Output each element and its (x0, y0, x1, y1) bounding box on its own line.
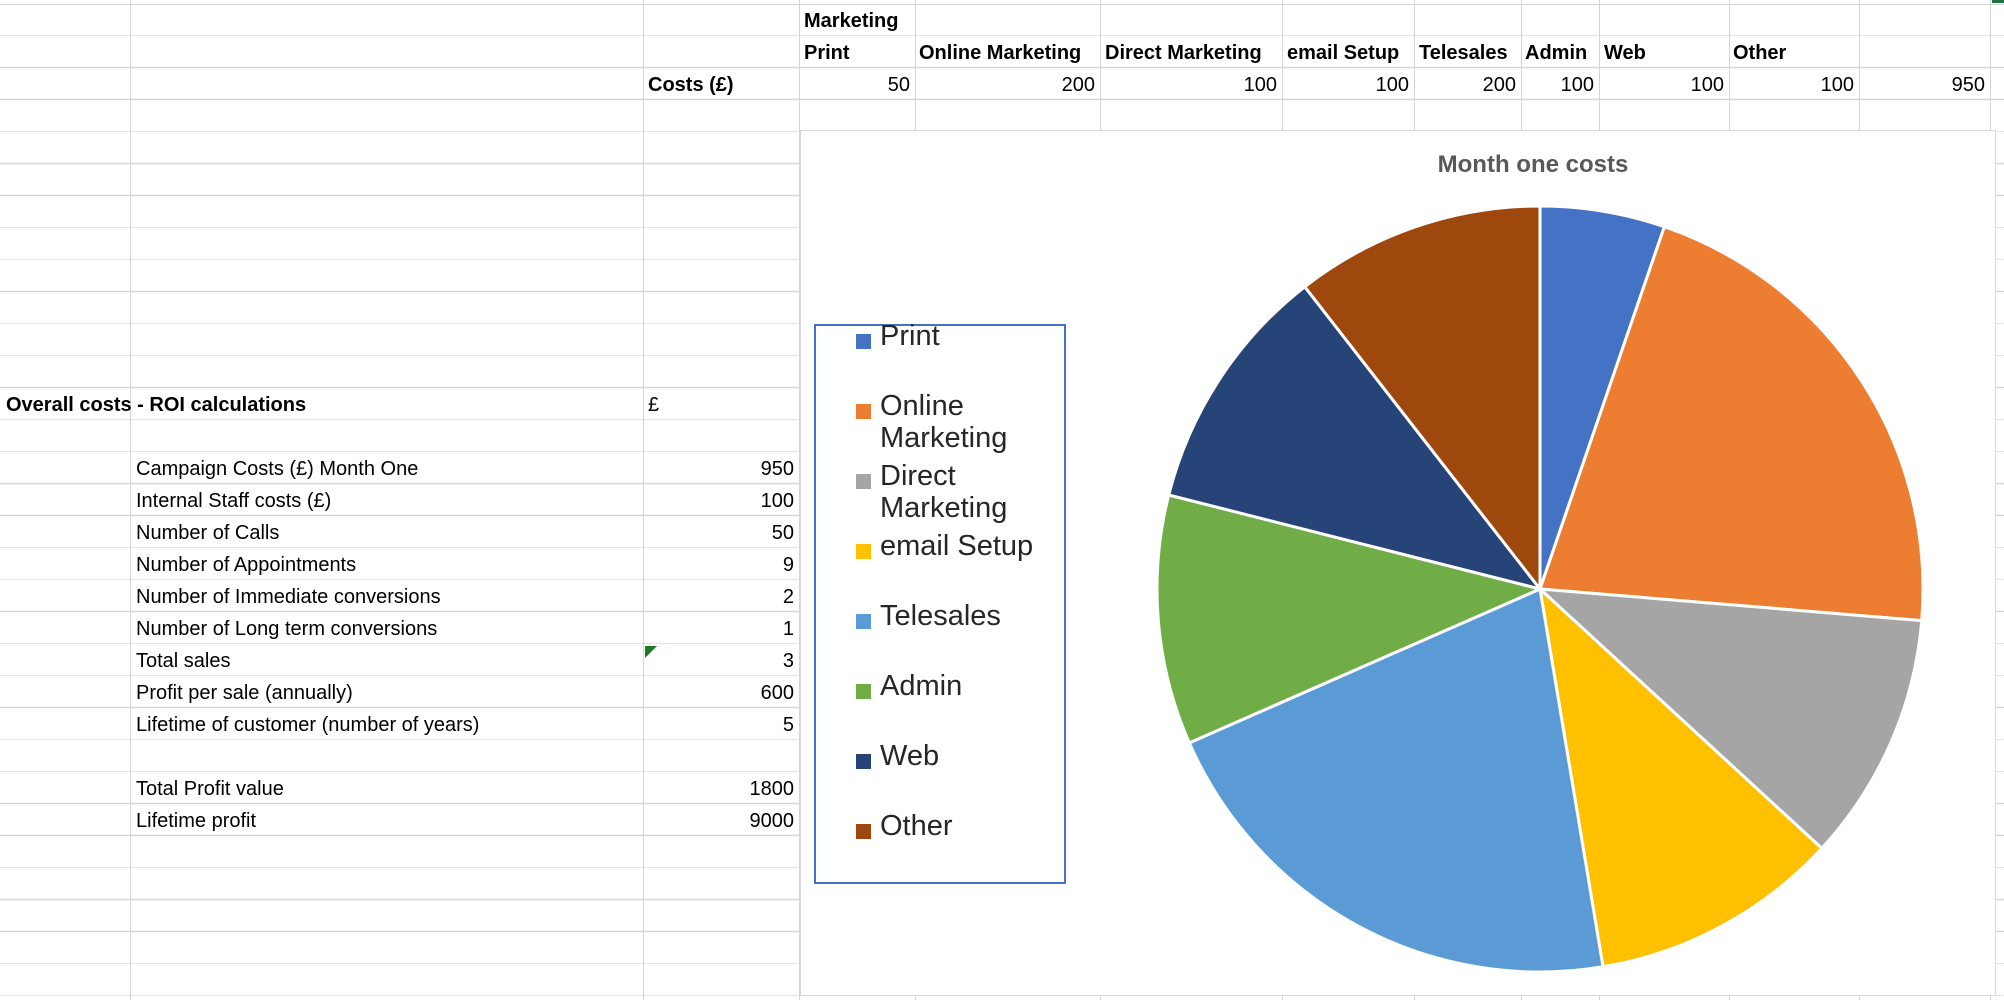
roi-value[interactable]: 2 (782, 586, 794, 608)
pie-slice-online-marketing[interactable] (1537, 224, 1925, 623)
cost-admin[interactable]: 100 (1560, 74, 1594, 96)
comment-indicator-icon (645, 646, 657, 658)
cost-direct-marketing[interactable]: 100 (1243, 74, 1277, 96)
marketing-header[interactable]: Marketing (804, 10, 899, 32)
pie-chart[interactable] (1150, 200, 1930, 980)
cost-telesales[interactable]: 200 (1482, 74, 1516, 96)
legend-label-print: Print (880, 320, 940, 352)
legend-label-online-marketing: Online Marketing (880, 390, 1008, 454)
roi-label[interactable]: Campaign Costs (£) Month One (136, 458, 419, 480)
column-divider (643, 0, 644, 1000)
roi-label[interactable]: Number of Long term conversions (136, 618, 438, 640)
pie-slice-telesales[interactable] (1187, 586, 1605, 974)
cost-email-setup[interactable]: 100 (1375, 74, 1409, 96)
header-admin[interactable]: Admin (1525, 42, 1588, 64)
pie-slice-admin[interactable] (1155, 493, 1545, 745)
costs-label[interactable]: Costs (£) (648, 74, 734, 96)
cost-web[interactable]: 100 (1690, 74, 1724, 96)
roi-label[interactable]: Profit per sale (annually) (136, 682, 353, 704)
chart-title[interactable]: Month one costs (1437, 151, 1629, 178)
header-print[interactable]: Print (804, 42, 850, 64)
header-other[interactable]: Other (1733, 42, 1787, 64)
lifetime-profit-label[interactable]: Lifetime profit (136, 810, 257, 832)
legend-swatch-web (856, 754, 871, 769)
roi-label[interactable]: Number of Immediate conversions (136, 586, 441, 608)
roi-value[interactable]: 600 (760, 682, 794, 704)
header-email-setup[interactable]: email Setup (1287, 42, 1400, 64)
cost-online-marketing[interactable]: 200 (1061, 74, 1095, 96)
legend-label-email-setup: email Setup (880, 530, 1034, 562)
roi-label[interactable]: Internal Staff costs (£) (136, 490, 332, 512)
roi-title[interactable]: Overall costs - ROI calculations (6, 394, 307, 416)
legend-label-web: Web (880, 740, 940, 772)
roi-label[interactable]: Total sales (136, 650, 231, 672)
legend-swatch-telesales (856, 614, 871, 629)
roi-value[interactable]: 9 (782, 554, 794, 576)
legend-swatch-admin (856, 684, 871, 699)
roi-label[interactable]: Lifetime of customer (number of years) (136, 714, 480, 736)
legend-swatch-direct-marketing (856, 474, 871, 489)
pie-slice-other[interactable] (1302, 204, 1542, 594)
legend-swatch-print (856, 334, 871, 349)
roi-value[interactable]: 3 (782, 650, 794, 672)
roi-value[interactable]: 1 (782, 618, 794, 640)
header-telesales[interactable]: Telesales (1419, 42, 1508, 64)
legend-swatch-online-marketing (856, 404, 871, 419)
legend-label-direct-marketing: Direct Marketing (880, 460, 1008, 524)
legend-label-other: Other (880, 810, 953, 842)
total-profit-label[interactable]: Total Profit value (136, 778, 284, 800)
roi-value[interactable]: 950 (760, 458, 794, 480)
column-divider (799, 0, 800, 1000)
chart-legend[interactable]: Print Online Marketing Direct Marketing ema… (814, 320, 1066, 884)
roi-value[interactable]: 50 (771, 522, 794, 544)
pie-slice-direct-marketing[interactable] (1535, 587, 1924, 851)
column-divider (130, 0, 131, 1000)
roi-label[interactable]: Number of Calls (136, 522, 280, 544)
cost-total[interactable]: 950 (1951, 74, 1985, 96)
legend-swatch-other (856, 824, 871, 839)
legend-label-telesales: Telesales (880, 600, 1001, 632)
roi-label[interactable]: Number of Appointments (136, 554, 357, 576)
cost-print[interactable]: 50 (887, 74, 910, 96)
currency-symbol[interactable]: £ (648, 394, 660, 416)
roi-value[interactable]: 100 (760, 490, 794, 512)
total-profit-value[interactable]: 1800 (749, 778, 795, 800)
pie-slice-email-setup[interactable] (1537, 584, 1824, 969)
roi-value[interactable]: 5 (782, 714, 794, 736)
legend-swatch-email-setup (856, 544, 871, 559)
selection-indicator (1992, 0, 2004, 3)
pie-slice-web[interactable] (1166, 284, 1544, 592)
header-direct-marketing[interactable]: Direct Marketing (1105, 42, 1262, 64)
cost-other[interactable]: 100 (1820, 74, 1854, 96)
row-divider (0, 4, 2004, 5)
header-online-marketing[interactable]: Online Marketing (919, 42, 1082, 64)
legend-label-admin: Admin (880, 670, 963, 702)
header-web[interactable]: Web (1604, 42, 1646, 64)
lifetime-profit-value[interactable]: 9000 (749, 810, 795, 832)
